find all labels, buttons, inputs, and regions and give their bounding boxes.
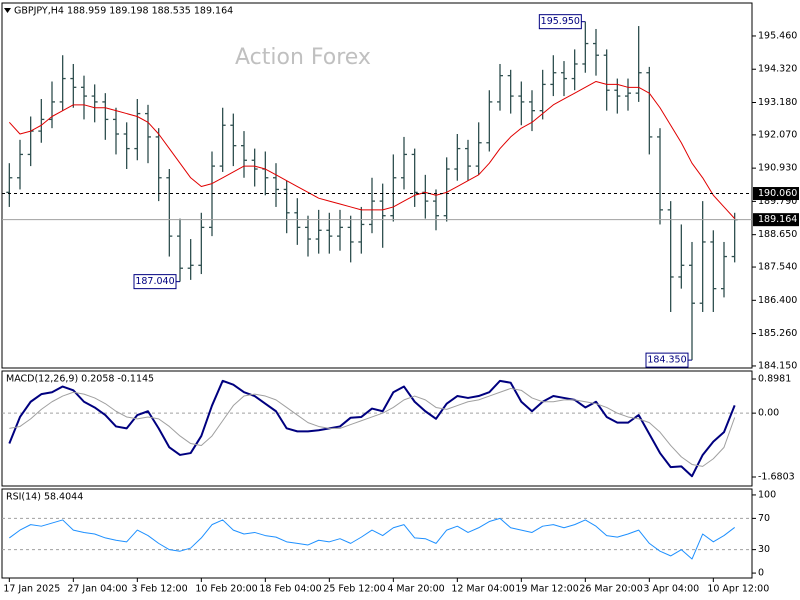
y-tick-label: 0: [758, 568, 764, 579]
x-tick-label: 18 Feb 04:00: [259, 584, 321, 595]
price-level-label: 190.060: [758, 188, 797, 199]
y-tick-label: 189.790: [758, 196, 797, 207]
x-tick-label: 26 Mar 20:00: [579, 584, 642, 595]
y-tick-label: 0.00: [758, 408, 779, 419]
annotation-box: [538, 14, 582, 30]
series-line: [9, 387, 736, 467]
annotation-box: [645, 352, 689, 368]
y-tick-label: 30: [758, 544, 770, 555]
y-tick-label: -1.6803: [758, 472, 795, 483]
price-level-label: 189.164: [758, 214, 797, 225]
annotation-label: 184.350: [647, 355, 686, 366]
y-tick-label: 186.400: [758, 295, 797, 306]
y-tick-label: 184.150: [758, 360, 797, 371]
y-tick-label: 100: [758, 489, 776, 500]
watermark: Action Forex: [235, 45, 371, 70]
x-tick-label: 10 Apr 12:00: [707, 584, 769, 595]
pane-title: GBPJPY,H4 188.959 189.198 188.535 189.16…: [14, 6, 233, 17]
pane-title: MACD(12,26,9) 0.2058 -0.1145: [6, 374, 154, 385]
y-tick-label: 185.260: [758, 328, 797, 339]
y-tick-label: 0.8981: [758, 374, 791, 385]
annotation-label: 195.950: [541, 16, 580, 27]
x-tick-label: 17 Jan 2025: [3, 584, 60, 595]
annotation-label: 187.040: [135, 276, 174, 287]
pane-title: RSI(14) 58.4044: [6, 492, 83, 503]
y-tick-label: 195.460: [758, 30, 797, 41]
price-level-box: [753, 213, 799, 227]
pane-frame: [1, 370, 753, 487]
pane-frame: [1, 2, 753, 369]
pane-frame: [1, 488, 753, 579]
y-tick-label: 190.930: [758, 163, 797, 174]
series-line: [8, 379, 736, 478]
x-tick-label: 10 Feb 20:00: [195, 584, 257, 595]
series-line: [8, 80, 736, 219]
x-tick-label: 25 Feb 12:00: [323, 584, 385, 595]
x-tick-label: 27 Jan 04:00: [67, 584, 127, 595]
menu-icon: [4, 8, 11, 13]
y-tick-label: 70: [758, 513, 770, 524]
y-tick-label: 192.070: [758, 129, 797, 140]
y-tick-label: 194.320: [758, 64, 797, 75]
x-tick-label: 3 Apr 04:00: [643, 584, 699, 595]
x-tick-label: 3 Feb 12:00: [131, 584, 187, 595]
x-tick-label: 19 Mar 12:00: [515, 584, 578, 595]
y-tick-label: 187.540: [758, 262, 797, 273]
x-tick-label: 12 Mar 04:00: [451, 584, 514, 595]
y-tick-label: 193.180: [758, 97, 797, 108]
annotation-box: [133, 274, 177, 290]
y-tick-label: 188.650: [758, 229, 797, 240]
price-level-box: [753, 187, 799, 201]
x-tick-label: 4 Mar 20:00: [387, 584, 444, 595]
series-line: [9, 517, 735, 560]
